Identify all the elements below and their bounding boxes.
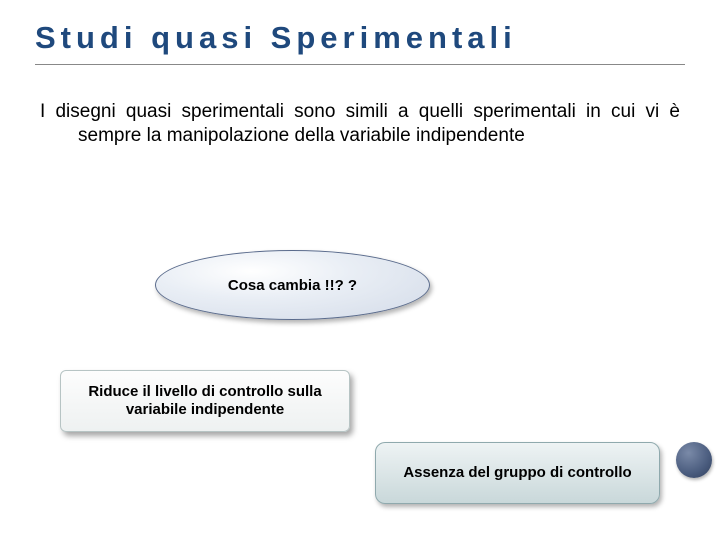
- callout-box-1: Riduce il livello di controllo sulla var…: [60, 370, 350, 432]
- title-underline: [35, 64, 685, 65]
- slide: Studi quasi Sperimentali I disegni quasi…: [0, 0, 720, 540]
- slide-title: Studi quasi Sperimentali: [35, 20, 685, 56]
- callout-box-2-text: Assenza del gruppo di controllo: [403, 464, 631, 482]
- callout-box-2: Assenza del gruppo di controllo: [375, 442, 660, 504]
- body-text-content: I disegni quasi sperimentali sono simili…: [40, 100, 680, 148]
- callout-ellipse-text: Cosa cambia !!? ?: [228, 277, 357, 294]
- callout-ellipse: Cosa cambia !!? ?: [155, 250, 430, 320]
- body-paragraph: I disegni quasi sperimentali sono simili…: [35, 100, 685, 148]
- decorative-circle-icon: [676, 442, 712, 478]
- callout-box-1-text: Riduce il livello di controllo sulla var…: [75, 383, 335, 419]
